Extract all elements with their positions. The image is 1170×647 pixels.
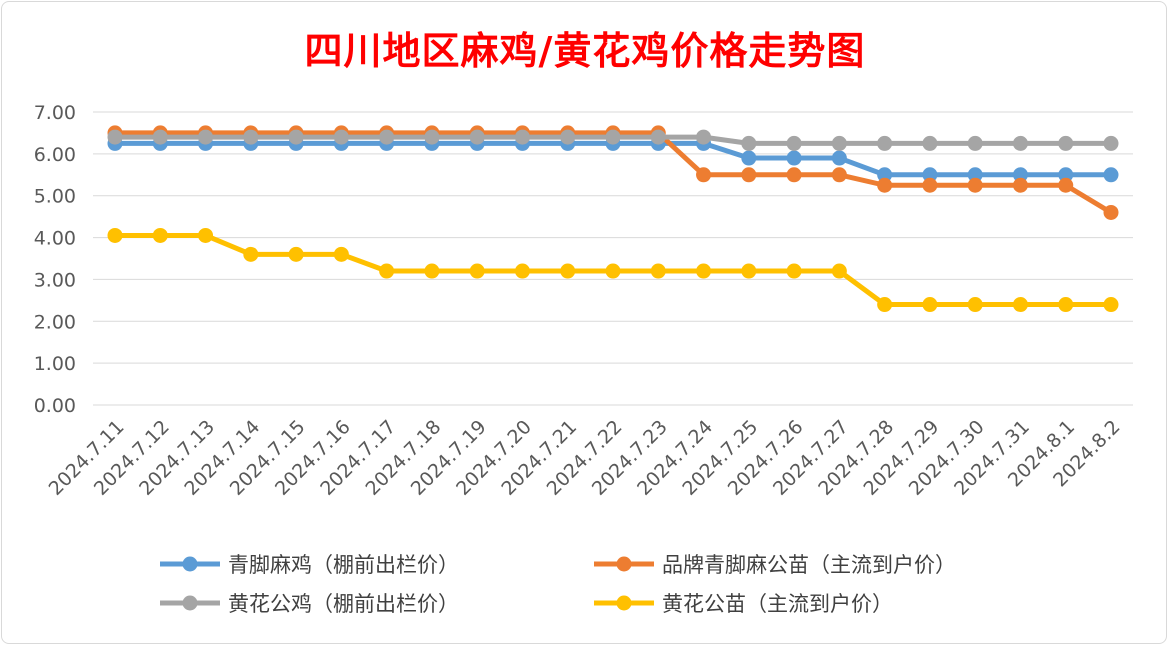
data-point — [379, 263, 395, 279]
data-point — [288, 246, 304, 262]
legend-item: 青脚麻鸡（棚前出栏价） — [160, 553, 459, 577]
data-point — [877, 177, 893, 193]
data-point — [560, 263, 576, 279]
data-point — [922, 297, 938, 313]
legend: 青脚麻鸡（棚前出栏价） 品牌青脚麻公苗（主流到户价） 黄花公鸡（棚前出栏价） 黄花公苗… — [160, 553, 956, 616]
data-point — [922, 135, 938, 151]
legend-label: 黄花公鸡（棚前出栏价） — [228, 592, 459, 616]
series-layer — [107, 125, 1119, 313]
data-point — [786, 167, 802, 183]
data-point — [786, 135, 802, 151]
data-point — [152, 129, 168, 145]
data-point — [741, 150, 757, 166]
data-point — [967, 167, 983, 183]
data-point — [424, 263, 440, 279]
data-point — [333, 246, 349, 262]
legend-label: 青脚麻鸡（棚前出栏价） — [228, 553, 459, 577]
data-point — [333, 129, 349, 145]
y-tick-label: 7.00 — [34, 102, 76, 124]
series-4 — [107, 227, 1119, 313]
data-point — [1058, 135, 1074, 151]
data-point — [877, 135, 893, 151]
data-point — [107, 129, 123, 145]
data-point — [831, 263, 847, 279]
data-point — [379, 129, 395, 145]
y-tick-label: 5.00 — [34, 186, 76, 208]
data-point — [831, 150, 847, 166]
data-point — [605, 263, 621, 279]
data-point — [605, 129, 621, 145]
data-point — [696, 129, 712, 145]
legend-marker — [616, 556, 632, 572]
y-tick-label: 2.00 — [34, 311, 76, 333]
data-point — [469, 263, 485, 279]
data-point — [198, 129, 214, 145]
data-point — [922, 177, 938, 193]
data-point — [107, 227, 123, 243]
legend-marker — [616, 595, 632, 611]
data-point — [696, 263, 712, 279]
y-tick-label: 6.00 — [34, 144, 76, 166]
data-point — [1103, 297, 1119, 313]
data-point — [1058, 167, 1074, 183]
data-point — [1012, 135, 1028, 151]
legend-marker — [182, 595, 198, 611]
data-point — [514, 129, 530, 145]
chart-title: 四川地区麻鸡/黄花鸡价格走势图 — [304, 28, 866, 73]
data-point — [1012, 177, 1028, 193]
data-point — [922, 167, 938, 183]
data-point — [741, 263, 757, 279]
legend-label: 黄花公苗（主流到户价） — [662, 592, 893, 616]
legend-item: 品牌青脚麻公苗（主流到户价） — [594, 553, 956, 577]
data-point — [243, 246, 259, 262]
data-point — [243, 129, 259, 145]
y-axis-ticks: 0.00 1.00 2.00 3.00 4.00 5.00 6.00 7.00 — [34, 102, 76, 417]
data-point — [877, 297, 893, 313]
data-point — [877, 167, 893, 183]
data-point — [967, 177, 983, 193]
data-point — [1012, 167, 1028, 183]
series-3 — [107, 129, 1119, 151]
data-point — [741, 135, 757, 151]
data-point — [424, 129, 440, 145]
data-point — [831, 167, 847, 183]
grid-lines — [93, 111, 1133, 406]
y-tick-label: 4.00 — [34, 228, 76, 250]
data-point — [1103, 167, 1119, 183]
data-point — [967, 297, 983, 313]
data-point — [469, 129, 485, 145]
data-point — [741, 167, 757, 183]
y-tick-label: 0.00 — [34, 395, 76, 417]
legend-item: 黄花公鸡（棚前出栏价） — [160, 592, 459, 616]
data-point — [1058, 297, 1074, 313]
data-point — [831, 135, 847, 151]
data-point — [696, 167, 712, 183]
data-point — [786, 150, 802, 166]
x-axis-ticks: 2024.7.112024.7.122024.7.132024.7.142024… — [45, 416, 1125, 500]
y-tick-label: 3.00 — [34, 269, 76, 291]
data-point — [650, 129, 666, 145]
legend-label: 品牌青脚麻公苗（主流到户价） — [662, 553, 956, 577]
data-point — [1012, 297, 1028, 313]
data-point — [650, 263, 666, 279]
legend-marker — [182, 556, 198, 572]
data-point — [1103, 204, 1119, 220]
data-point — [514, 263, 530, 279]
data-point — [786, 263, 802, 279]
data-point — [152, 227, 168, 243]
data-point — [967, 135, 983, 151]
data-point — [1058, 177, 1074, 193]
data-point — [288, 129, 304, 145]
legend-item: 黄花公苗（主流到户价） — [594, 592, 893, 616]
data-point — [560, 129, 576, 145]
data-point — [198, 227, 214, 243]
data-point — [1103, 135, 1119, 151]
y-tick-label: 1.00 — [34, 353, 76, 375]
